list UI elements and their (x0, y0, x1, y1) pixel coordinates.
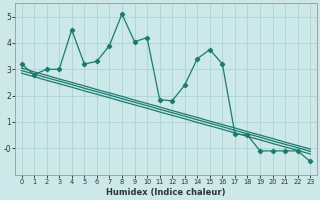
X-axis label: Humidex (Indice chaleur): Humidex (Indice chaleur) (106, 188, 226, 197)
